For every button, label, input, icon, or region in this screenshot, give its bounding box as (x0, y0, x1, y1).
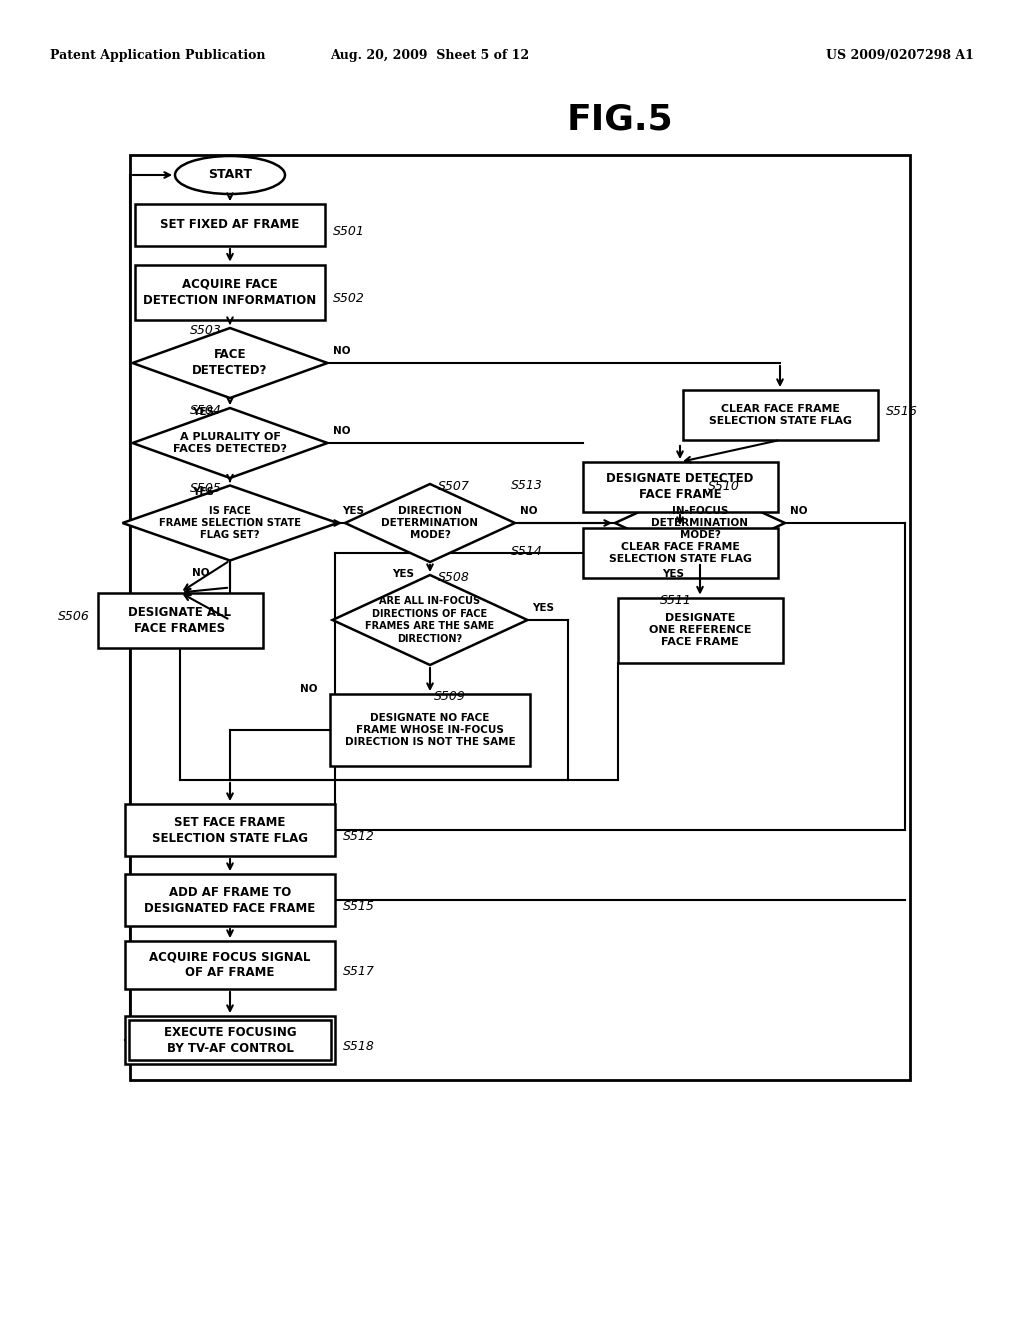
Text: YES: YES (342, 506, 365, 516)
Text: NO: NO (790, 506, 808, 516)
Bar (617, 598, 782, 663)
Text: S503: S503 (190, 323, 222, 337)
Text: DESIGNATE
ONE REFERENCE
FACE FRAME: DESIGNATE ONE REFERENCE FACE FRAME (649, 612, 752, 647)
Text: S506: S506 (57, 610, 89, 623)
Bar (125, 874, 335, 927)
Text: DESIGNATE NO FACE
FRAME WHOSE IN-FOCUS
DIRECTION IS NOT THE SAME: DESIGNATE NO FACE FRAME WHOSE IN-FOCUS D… (345, 713, 515, 747)
Text: NO: NO (193, 568, 210, 578)
Text: FIG.5: FIG.5 (566, 103, 674, 137)
Text: NO: NO (520, 506, 538, 516)
Text: S505: S505 (190, 482, 222, 495)
Text: S510: S510 (708, 480, 740, 492)
Text: SET FACE FRAME
SELECTION STATE FLAG: SET FACE FRAME SELECTION STATE FLAG (152, 816, 308, 845)
Bar (683, 389, 878, 440)
Text: ACQUIRE FACE
DETECTION INFORMATION: ACQUIRE FACE DETECTION INFORMATION (143, 277, 316, 306)
Text: YES: YES (193, 487, 214, 498)
Text: Patent Application Publication: Patent Application Publication (50, 49, 265, 62)
Text: S501: S501 (333, 224, 365, 238)
Text: CLEAR FACE FRAME
SELECTION STATE FLAG: CLEAR FACE FRAME SELECTION STATE FLAG (709, 404, 851, 426)
Text: IN-FOCUS
DETERMINATION
MODE?: IN-FOCUS DETERMINATION MODE? (651, 506, 749, 540)
Text: ADD AF FRAME TO
DESIGNATED FACE FRAME: ADD AF FRAME TO DESIGNATED FACE FRAME (144, 886, 315, 915)
Text: CLEAR FACE FRAME
SELECTION STATE FLAG: CLEAR FACE FRAME SELECTION STATE FLAG (608, 541, 752, 564)
Text: DESIGNATE ALL
FACE FRAMES: DESIGNATE ALL FACE FRAMES (128, 606, 231, 635)
Bar (135, 205, 325, 246)
Text: IS FACE
FRAME SELECTION STATE
FLAG SET?: IS FACE FRAME SELECTION STATE FLAG SET? (159, 506, 301, 540)
Text: S508: S508 (438, 572, 470, 583)
Text: DESIGNATE DETECTED
FACE FRAME: DESIGNATE DETECTED FACE FRAME (606, 473, 754, 502)
Text: A PLURALITY OF
FACES DETECTED?: A PLURALITY OF FACES DETECTED? (173, 432, 287, 454)
Polygon shape (132, 327, 328, 399)
Text: S504: S504 (190, 404, 222, 417)
Bar (97, 593, 262, 648)
Ellipse shape (175, 156, 285, 194)
Bar (129, 1020, 331, 1060)
Text: EXECUTE FOCUSING
BY TV-AF CONTROL: EXECUTE FOCUSING BY TV-AF CONTROL (164, 1026, 296, 1055)
Text: S514: S514 (511, 545, 543, 558)
Text: S509: S509 (434, 690, 466, 704)
Text: S511: S511 (660, 594, 692, 606)
Text: START: START (208, 169, 252, 181)
Text: YES: YES (662, 569, 684, 579)
Text: S512: S512 (343, 830, 375, 843)
Polygon shape (132, 408, 328, 478)
Bar (125, 1016, 335, 1064)
Text: S507: S507 (438, 480, 470, 492)
Text: NO: NO (300, 684, 317, 694)
Text: S517: S517 (343, 965, 375, 978)
Text: NO: NO (333, 346, 350, 356)
Text: S518: S518 (343, 1040, 375, 1053)
Bar (130, 154, 910, 1080)
Bar (330, 694, 530, 766)
Polygon shape (345, 484, 515, 562)
Text: SET FIXED AF FRAME: SET FIXED AF FRAME (161, 219, 300, 231)
Text: FACE
DETECTED?: FACE DETECTED? (193, 348, 267, 378)
Polygon shape (615, 484, 785, 562)
Text: YES: YES (392, 569, 414, 579)
Bar (125, 804, 335, 855)
Text: YES: YES (532, 603, 555, 612)
Text: DIRECTION
DETERMINATION
MODE?: DIRECTION DETERMINATION MODE? (382, 506, 478, 540)
Text: S515: S515 (343, 900, 375, 913)
Text: YES: YES (193, 407, 214, 417)
Bar (583, 462, 777, 512)
Polygon shape (333, 576, 527, 665)
Text: NO: NO (333, 426, 350, 436)
Polygon shape (123, 486, 338, 561)
Text: S513: S513 (511, 479, 543, 492)
Bar (583, 528, 777, 578)
Text: S502: S502 (333, 292, 365, 305)
Text: ACQUIRE FOCUS SIGNAL
OF AF FRAME: ACQUIRE FOCUS SIGNAL OF AF FRAME (150, 950, 310, 979)
Text: ARE ALL IN-FOCUS
DIRECTIONS OF FACE
FRAMES ARE THE SAME
DIRECTION?: ARE ALL IN-FOCUS DIRECTIONS OF FACE FRAM… (366, 597, 495, 644)
Text: US 2009/0207298 A1: US 2009/0207298 A1 (826, 49, 974, 62)
Bar (125, 941, 335, 989)
Bar (135, 264, 325, 319)
Text: S516: S516 (886, 405, 918, 418)
Text: Aug. 20, 2009  Sheet 5 of 12: Aug. 20, 2009 Sheet 5 of 12 (331, 49, 529, 62)
